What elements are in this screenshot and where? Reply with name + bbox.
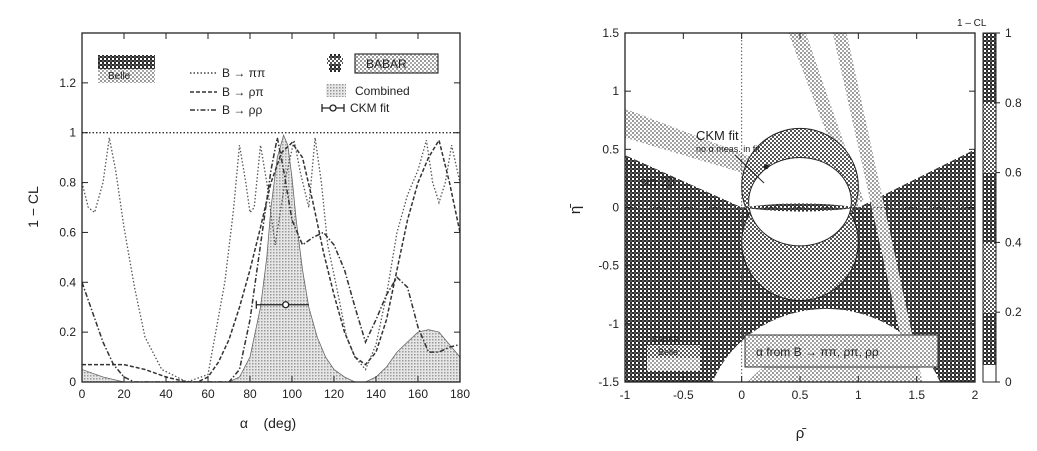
left-plot-area xyxy=(82,132,460,382)
left-x-tick-label: 80 xyxy=(243,387,257,401)
right-x-tick-label: 1 xyxy=(855,388,862,402)
colorbar-seg-4 xyxy=(983,243,996,313)
annotation-sin2beta: sin 2β xyxy=(640,174,675,189)
left-legend: Belle B → ππ B → ρπ B → ρρ BABAR Combine… xyxy=(98,53,439,117)
legend-exp-belle-label: Belle xyxy=(108,71,131,82)
left-plot-frame xyxy=(81,32,461,383)
left-axes: 0 20 40 60 80 100 120 140 160 180 0 0.2 0.4 0.6 0.8 1 1.… xyxy=(59,33,470,401)
legend-label-rhopi: B → ρπ xyxy=(222,85,264,99)
legend-babar-label: BABAR xyxy=(366,57,407,71)
left-y-tick-label: 0.2 xyxy=(59,325,76,339)
exp-swatch-mid xyxy=(647,345,700,358)
alpha-scan-chart: 0 20 40 60 80 100 120 140 160 180 0 0.2 0.4 0.6 0.8 1 1.… xyxy=(25,32,470,431)
series-rhopi-line xyxy=(82,138,460,382)
legend-babar-box xyxy=(354,53,439,74)
ckm-fit-point xyxy=(282,301,290,309)
series-rhorho-line xyxy=(82,137,460,382)
ckm-fit-marker xyxy=(763,164,769,170)
alpha-circle-inner xyxy=(748,156,852,247)
left-x-tick-label: 40 xyxy=(159,387,173,401)
right-axes: -1 -0.5 0 0.5 1 1.5 2-1.5-1-0.500.511.5 xyxy=(598,26,978,402)
colorbar-tick-label: 0.4 xyxy=(1005,235,1022,249)
legend-label-combined: Combined xyxy=(355,84,410,98)
annotation-ckm-arrow xyxy=(734,154,765,184)
left-y-tick-label: 1 xyxy=(69,126,76,140)
left-x-tick-label: 60 xyxy=(201,387,215,401)
babar-logo-icon xyxy=(327,54,343,72)
left-y-tick-label: 0.6 xyxy=(59,225,76,239)
right-y-tick-label: 0 xyxy=(612,201,619,215)
right-x-axis-label: ρ̄ xyxy=(796,425,807,442)
colorbar-tick-label: 0.6 xyxy=(1005,166,1022,180)
legend-swatch-ckm xyxy=(321,104,345,112)
right-x-tick-label: 2 xyxy=(972,388,979,402)
left-x-tick-label: 0 xyxy=(79,387,86,401)
right-y-tick-label: -0.5 xyxy=(598,259,619,273)
right-x-tick-label: 0.5 xyxy=(792,388,809,402)
colorbar-seg-6 xyxy=(983,365,996,382)
right-plot-area xyxy=(625,33,975,382)
legend-exp-swatch-light xyxy=(98,69,155,83)
left-x-tick-label: 120 xyxy=(324,387,344,401)
colorbar-tick-label: 0.8 xyxy=(1005,96,1022,110)
left-x-tick-label: 160 xyxy=(408,387,428,401)
legend-swatch-combined xyxy=(326,84,346,97)
right-x-tick-label: 0 xyxy=(738,388,745,402)
colorbar-seg-2 xyxy=(983,103,996,173)
right-annotations: CKM fit no α meas. in fit sin 2β BABAR B… xyxy=(640,128,939,371)
colorbar-seg-5 xyxy=(983,313,996,365)
colorbar-tick-label: 0 xyxy=(1005,375,1012,389)
exp-label-belle: Belle xyxy=(658,347,678,357)
right-y-tick-label: -1 xyxy=(608,317,619,331)
colorbar-ticks: 0 0.2 0.4 0.6 0.8 1 xyxy=(996,26,1022,389)
right-x-tick-label: -1 xyxy=(620,388,631,402)
alpha-label-box xyxy=(744,334,939,368)
left-x-tick-label: 20 xyxy=(117,387,131,401)
colorbar-tick-label: 0.2 xyxy=(1005,305,1022,319)
legend-label-ckm: CKM fit xyxy=(350,101,390,115)
right-y-tick-label: -1.5 xyxy=(598,375,619,389)
exp-swatch-dark xyxy=(647,332,700,345)
colorbar-seg-3 xyxy=(983,173,996,243)
colorbar-tick-label: 1 xyxy=(1005,26,1012,40)
exp-swatch-light xyxy=(647,358,700,371)
left-x-tick-label: 180 xyxy=(450,387,470,401)
colorbar-frame xyxy=(982,32,997,383)
rho-eta-chart: -1 -0.5 0 0.5 1 1.5 2-1.5-1-0.500.511.5 00.20.… xyxy=(567,18,1022,442)
left-y-axis-label: 1 − CL xyxy=(25,186,41,228)
annotation-ckm-fit-sub: no α meas. in fit xyxy=(696,144,760,154)
right-y-tick-label: 1 xyxy=(612,84,619,98)
annotation-ckm-fit: CKM fit xyxy=(696,128,739,143)
right-x-tick-label: 1.5 xyxy=(908,388,925,402)
legend-exp-swatch-dark xyxy=(98,55,155,69)
colorbar: 0 0.2 0.4 0.6 0.8 1 1 – CL xyxy=(957,18,1022,389)
left-y-tick-label: 1.2 xyxy=(59,76,76,90)
colorbar-seg-1 xyxy=(983,33,996,103)
right-y-tick-label: 1.5 xyxy=(602,26,619,40)
legend-label-rhorho: B → ρρ xyxy=(222,103,262,117)
colorbar-title: 1 – CL xyxy=(957,18,987,29)
left-x-tick-label: 100 xyxy=(282,387,302,401)
right-y-axis-label: η̄ xyxy=(567,204,584,214)
left-y-tick-label: 0 xyxy=(69,375,76,389)
legend-label-pipi: B → ππ xyxy=(222,66,265,80)
left-x-tick-label: 140 xyxy=(366,387,386,401)
left-y-tick-label: 0.4 xyxy=(59,275,76,289)
right-x-tick-label: -0.5 xyxy=(673,388,694,402)
left-x-axis-label: α (deg) xyxy=(240,415,296,431)
right-y-tick-label: 0.5 xyxy=(602,142,619,156)
series-combined-area xyxy=(82,133,460,382)
alpha-label-text: α from B → ππ, ρπ, ρρ xyxy=(756,345,879,359)
left-y-tick-label: 0.8 xyxy=(59,176,76,190)
exp-label-babar: BABAR xyxy=(652,335,679,344)
